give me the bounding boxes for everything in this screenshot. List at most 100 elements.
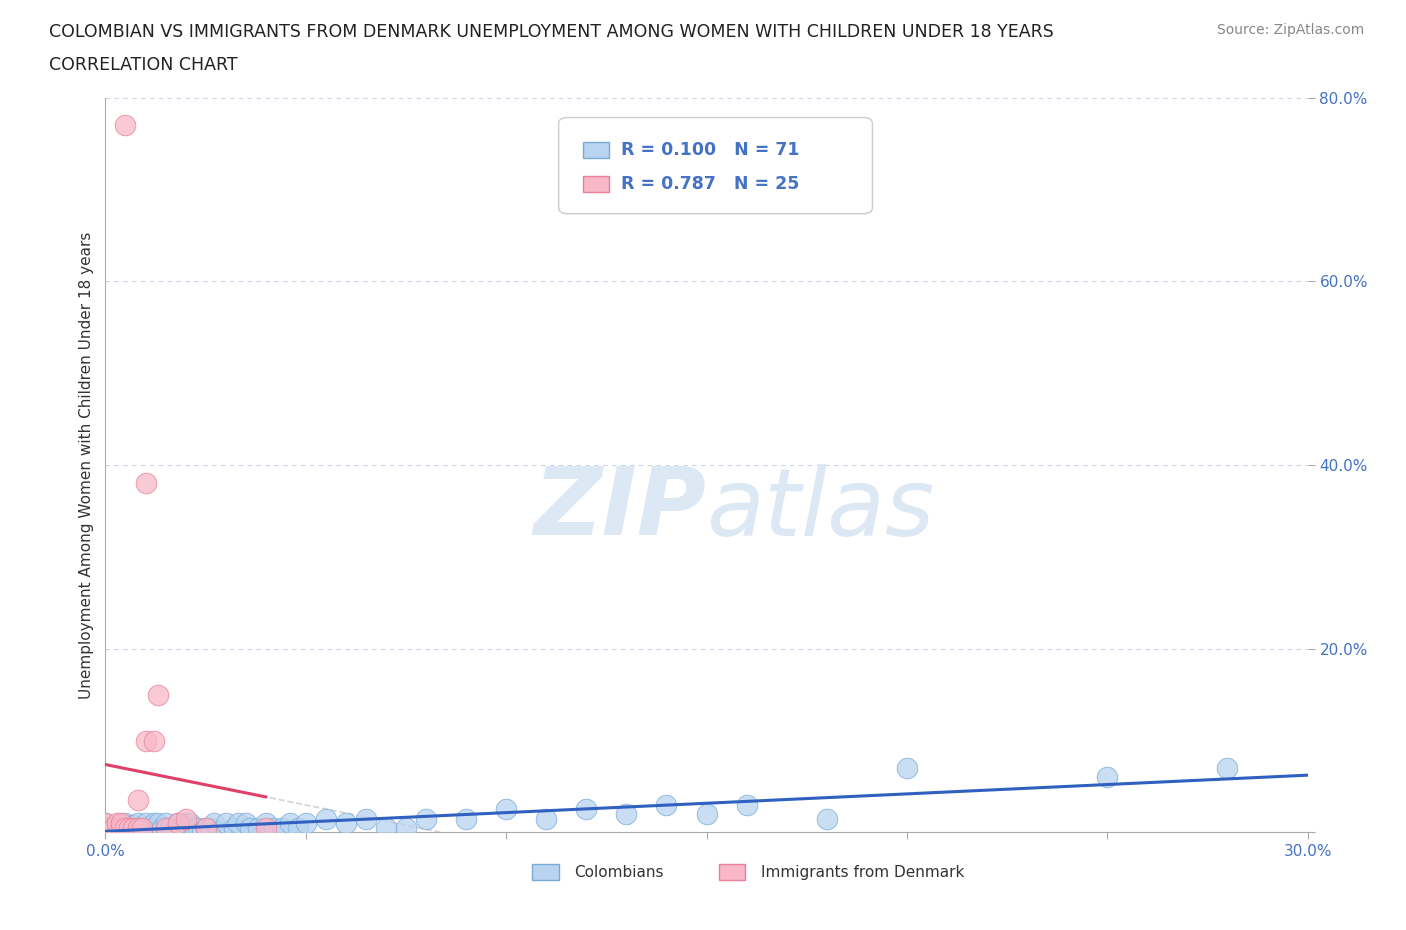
Point: [131, 825, 153, 840]
Point: [354, 811, 377, 826]
Point: [103, 825, 125, 840]
Point: [138, 825, 160, 840]
Point: [94, 820, 117, 835]
Point: [142, 816, 165, 830]
Point: [110, 820, 132, 835]
Point: [179, 816, 201, 830]
Point: [110, 816, 132, 830]
Point: [114, 820, 136, 835]
Point: [214, 816, 236, 830]
Text: R = 0.787   N = 25: R = 0.787 N = 25: [621, 175, 800, 193]
Point: [110, 820, 132, 835]
FancyBboxPatch shape: [718, 864, 745, 880]
Point: [155, 816, 177, 830]
Point: [155, 820, 177, 835]
Point: [114, 825, 136, 840]
Point: [415, 811, 437, 826]
Point: [94, 816, 117, 830]
Y-axis label: Unemployment Among Women with Children Under 18 years: Unemployment Among Women with Children U…: [79, 232, 94, 698]
Point: [94, 825, 117, 840]
Text: Immigrants from Denmark: Immigrants from Denmark: [761, 865, 965, 881]
Point: [103, 820, 125, 835]
Point: [135, 733, 157, 748]
Point: [235, 816, 257, 830]
Point: [190, 825, 212, 840]
Point: [202, 816, 225, 830]
Point: [135, 816, 157, 830]
Point: [127, 820, 149, 835]
Point: [142, 733, 165, 748]
Point: [278, 816, 301, 830]
FancyBboxPatch shape: [558, 117, 872, 214]
Point: [98, 820, 121, 835]
Point: [375, 820, 398, 835]
Point: [174, 825, 197, 840]
Point: [142, 820, 165, 835]
Point: [1097, 770, 1119, 785]
Point: [287, 820, 309, 835]
Point: [246, 820, 269, 835]
Point: [254, 816, 277, 830]
Point: [127, 820, 149, 835]
Point: [118, 820, 141, 835]
Point: [187, 820, 209, 835]
Text: ZIP: ZIP: [534, 463, 707, 555]
Text: COLOMBIAN VS IMMIGRANTS FROM DENMARK UNEMPLOYMENT AMONG WOMEN WITH CHILDREN UNDE: COLOMBIAN VS IMMIGRANTS FROM DENMARK UNE…: [49, 23, 1054, 41]
Point: [536, 811, 558, 826]
Point: [135, 476, 157, 491]
Point: [896, 761, 918, 776]
Point: [735, 797, 758, 812]
Point: [122, 817, 145, 832]
Point: [198, 820, 221, 835]
Point: [174, 811, 197, 826]
Point: [655, 797, 678, 812]
Point: [150, 820, 173, 835]
Point: [107, 820, 129, 835]
Point: [1216, 761, 1239, 776]
FancyBboxPatch shape: [582, 176, 609, 193]
Point: [456, 811, 478, 826]
Point: [118, 825, 141, 840]
Point: [131, 820, 153, 835]
Text: atlas: atlas: [707, 463, 935, 554]
Point: [166, 816, 188, 830]
Point: [155, 820, 177, 835]
Point: [226, 816, 249, 830]
FancyBboxPatch shape: [582, 142, 609, 158]
Point: [183, 820, 205, 835]
Point: [295, 816, 318, 830]
Point: [239, 820, 262, 835]
Point: [395, 820, 418, 835]
Point: [575, 802, 598, 817]
Point: [127, 816, 149, 830]
Point: [495, 802, 517, 817]
Point: [138, 820, 160, 835]
Point: [616, 806, 638, 821]
Text: Source: ZipAtlas.com: Source: ZipAtlas.com: [1216, 23, 1364, 37]
Point: [696, 806, 718, 821]
Point: [222, 820, 245, 835]
Point: [159, 820, 181, 835]
Point: [94, 825, 117, 840]
Point: [815, 811, 838, 826]
Point: [146, 825, 169, 840]
Point: [194, 820, 217, 835]
Point: [162, 825, 184, 840]
Point: [131, 820, 153, 835]
Point: [315, 811, 337, 826]
Point: [107, 816, 129, 830]
Point: [114, 820, 136, 835]
Point: [270, 820, 292, 835]
Point: [146, 687, 169, 702]
Point: [107, 825, 129, 840]
Point: [254, 820, 277, 835]
Point: [194, 820, 217, 835]
Text: Colombians: Colombians: [574, 865, 664, 881]
Point: [174, 816, 197, 830]
Point: [127, 792, 149, 807]
Text: R = 0.100   N = 71: R = 0.100 N = 71: [621, 141, 800, 159]
Point: [98, 825, 121, 840]
Point: [122, 820, 145, 835]
Point: [166, 816, 188, 830]
Point: [335, 816, 357, 830]
